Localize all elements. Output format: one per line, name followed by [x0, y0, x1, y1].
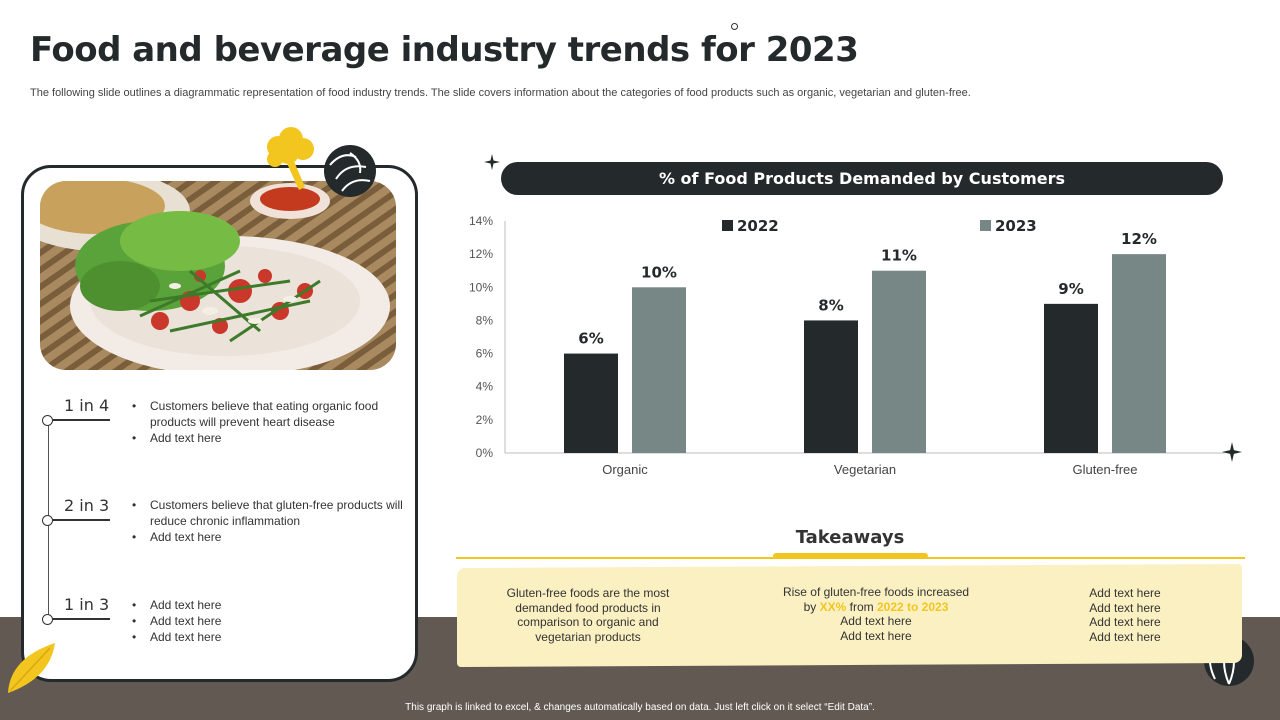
x-tick-label: Organic [602, 462, 648, 477]
bar-data-label: 11% [881, 247, 917, 265]
y-tick-label: 2% [476, 413, 494, 427]
x-tick-label: Vegetarian [834, 462, 896, 477]
bar-2022-organic [564, 353, 618, 453]
footer-note: This graph is linked to excel, & changes… [405, 702, 875, 713]
bar-2022-gluten-free [1044, 303, 1098, 453]
sparkle-icon [1222, 442, 1242, 467]
y-tick-label: 10% [469, 280, 493, 294]
list-item: Add text here [132, 613, 402, 629]
leaf-icon [0, 638, 62, 701]
bar-data-label: 8% [818, 296, 843, 314]
timeline-node [42, 614, 53, 625]
y-tick-label: 6% [476, 347, 494, 361]
stat-3-label: 1 in 3 [64, 595, 110, 614]
bar-2023-gluten-free [1112, 254, 1166, 453]
bar-2022-vegetarian [804, 320, 858, 453]
bar-data-label: 12% [1121, 230, 1157, 248]
takeaway-2: Rise of gluten-free foods increased by X… [782, 585, 970, 643]
legend-label-2022: 2022 [737, 217, 779, 235]
y-tick-label: 14% [469, 214, 493, 228]
y-tick-label: 4% [476, 380, 494, 394]
stat-3-bullets: Add text here Add text here Add text her… [132, 597, 402, 645]
bar-2023-organic [632, 287, 686, 453]
timeline-node [42, 415, 53, 426]
takeaways-underline [773, 553, 928, 559]
list-item: Customers believe that eating organic fo… [132, 398, 402, 430]
takeaways-title: Takeaways [795, 527, 905, 548]
stat-1-underline [48, 419, 110, 421]
sparkle-icon [484, 154, 500, 175]
broccoli-icon [263, 127, 318, 197]
takeaway-3: Add text here Add text here Add text her… [1089, 586, 1161, 644]
cabbage-icon [322, 143, 378, 204]
bar-data-label: 10% [641, 263, 677, 281]
legend-swatch-2023 [980, 220, 991, 231]
stat-2-underline [48, 519, 110, 521]
stat-2-bullets: Customers believe that gluten-free produ… [132, 497, 407, 545]
list-item: Add text here [132, 629, 402, 645]
timeline-node [42, 515, 53, 526]
list-item: Add text here [132, 597, 402, 613]
stat-1-bullets: Customers believe that eating organic fo… [132, 398, 402, 446]
chart-title: % of Food Products Demanded by Customers [501, 162, 1223, 195]
highlight-years: 2022 to 2023 [876, 599, 949, 614]
highlight-percent: XX% [819, 599, 847, 614]
legend-swatch-2022 [722, 220, 733, 231]
page-title: Food and beverage industry trends for 20… [30, 30, 859, 70]
page-subtitle: The following slide outlines a diagramma… [30, 87, 971, 99]
bar-data-label: 9% [1058, 280, 1083, 298]
bar-chart[interactable]: 0% 2% 4% 6% 8% 10% 12% 14% 6% 10% Organic 8% 11% Vege… [440, 200, 1230, 490]
y-tick-label: 12% [469, 247, 493, 261]
bar-2023-vegetarian [872, 270, 926, 453]
list-item: Add text here [132, 430, 402, 446]
y-tick-label: 8% [476, 313, 494, 327]
list-item: Customers believe that gluten-free produ… [132, 497, 407, 529]
legend-label-2023: 2023 [995, 217, 1037, 235]
bar-data-label: 6% [578, 330, 603, 348]
y-tick-label: 0% [476, 446, 494, 460]
takeaway-1: Gluten-free foods are the most demanded … [506, 586, 670, 644]
stat-1-label: 1 in 4 [64, 396, 110, 415]
title-dot-decoration [731, 23, 738, 30]
stat-3-underline [48, 618, 110, 620]
list-item: Add text here [132, 529, 407, 545]
stat-2-label: 2 in 3 [64, 496, 110, 515]
food-photo [40, 181, 396, 370]
x-tick-label: Gluten-free [1072, 462, 1137, 477]
